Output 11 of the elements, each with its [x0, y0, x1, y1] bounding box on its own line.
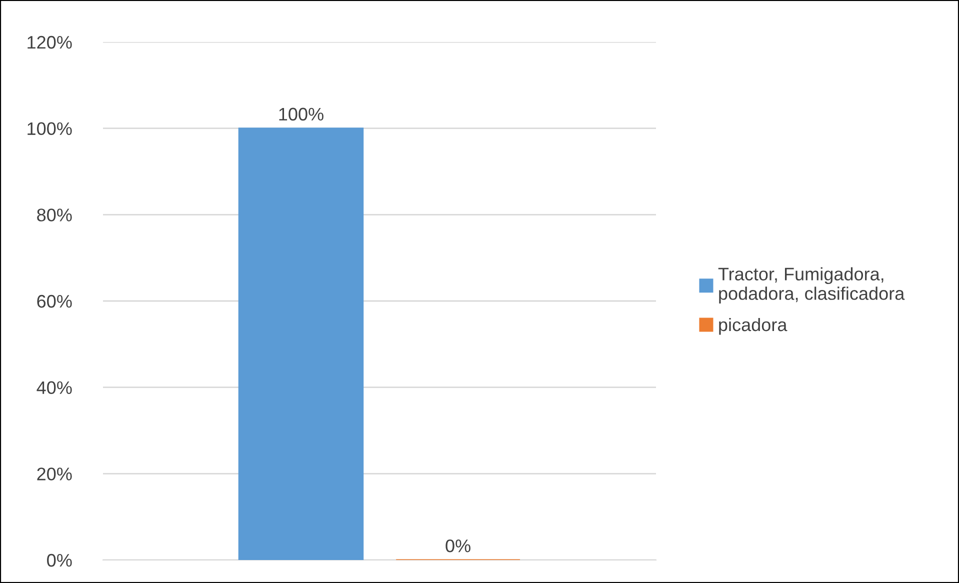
legend-label: Tractor, Fumigadora, podadora, clasificadora: [718, 267, 905, 304]
data-label: 0%: [446, 539, 470, 552]
legend-label: picadora: [719, 318, 788, 335]
y-tick-label: 120%: [28, 36, 72, 49]
y-tick-label: 40%: [36, 381, 72, 394]
y-tick-label: 0%: [47, 554, 72, 567]
y-tick-label: 80%: [37, 208, 72, 222]
y-tick-label: 60%: [37, 294, 72, 308]
y-tick-label: 100%: [28, 122, 72, 136]
y-tick-label: 20%: [37, 468, 72, 480]
data-label: 100%: [279, 108, 324, 121]
